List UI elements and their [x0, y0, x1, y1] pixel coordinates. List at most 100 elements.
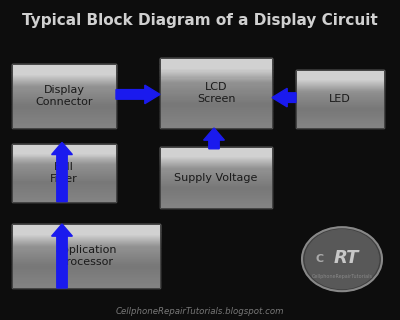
Bar [12, 195, 116, 196]
Bar [12, 69, 116, 70]
Bar [12, 171, 116, 172]
Bar [160, 193, 272, 194]
Bar [160, 155, 272, 156]
Bar [160, 172, 272, 173]
Bar [12, 64, 116, 128]
Bar [160, 75, 272, 76]
Bar [12, 279, 160, 281]
Bar [12, 84, 116, 85]
Bar [160, 101, 272, 102]
Text: LCD
Screen: LCD Screen [197, 82, 235, 104]
Bar [296, 118, 384, 119]
Bar [12, 188, 116, 189]
Bar [160, 100, 272, 101]
Bar [160, 185, 272, 186]
Bar [160, 203, 272, 204]
Bar [160, 93, 272, 94]
Bar [160, 168, 272, 170]
Bar [296, 79, 384, 80]
Bar [160, 197, 272, 198]
Bar [296, 100, 384, 101]
Bar [160, 84, 272, 86]
Bar [12, 92, 116, 93]
Bar [160, 58, 272, 59]
Bar [160, 91, 272, 92]
Bar [12, 230, 160, 231]
Bar [12, 73, 116, 74]
Text: LED: LED [329, 94, 351, 104]
Bar [12, 275, 160, 276]
Bar [12, 182, 116, 183]
Bar [12, 180, 116, 181]
Bar [160, 127, 272, 128]
Bar [160, 152, 272, 153]
Bar [12, 227, 160, 228]
Bar [296, 107, 384, 108]
Bar [296, 70, 384, 128]
Bar [12, 242, 160, 243]
Bar [160, 76, 272, 77]
Bar [160, 124, 272, 126]
Bar [12, 287, 160, 288]
Bar [12, 233, 160, 234]
Bar [12, 200, 116, 201]
Bar [12, 162, 116, 163]
Bar [12, 98, 116, 99]
Bar [12, 70, 116, 71]
Bar [12, 78, 116, 79]
Bar [12, 117, 116, 118]
Bar [160, 96, 272, 98]
Bar [160, 117, 272, 119]
Bar [12, 259, 160, 260]
Bar [296, 115, 384, 116]
Bar [12, 189, 116, 190]
FancyArrow shape [116, 85, 160, 104]
Bar [160, 198, 272, 199]
Bar [160, 164, 272, 165]
FancyArrow shape [204, 128, 224, 149]
Bar [160, 150, 272, 151]
Bar [12, 79, 116, 80]
Bar [12, 281, 160, 282]
Bar [12, 118, 116, 119]
Bar [12, 80, 116, 81]
Circle shape [305, 230, 379, 289]
Bar [160, 194, 272, 195]
Bar [160, 79, 272, 80]
Bar [12, 126, 116, 127]
Bar [12, 278, 160, 279]
Bar [160, 73, 272, 74]
Bar [12, 82, 116, 83]
Bar [296, 112, 384, 113]
Bar [12, 146, 116, 147]
Bar [160, 66, 272, 67]
Bar [12, 191, 116, 192]
Bar [160, 156, 272, 157]
Bar [296, 77, 384, 78]
Bar [12, 193, 116, 194]
Bar [296, 91, 384, 92]
Text: Typical Block Diagram of a Display Circuit: Typical Block Diagram of a Display Circu… [22, 13, 378, 28]
Bar [160, 207, 272, 208]
Bar [296, 76, 384, 77]
Bar [12, 190, 116, 191]
Bar [160, 95, 272, 96]
Bar [160, 72, 272, 73]
Bar [12, 246, 160, 247]
Bar [12, 234, 160, 235]
Bar [12, 150, 116, 151]
Text: C: C [316, 254, 324, 264]
Bar [12, 176, 116, 177]
Bar [12, 261, 160, 262]
Bar [296, 127, 384, 128]
Bar [296, 111, 384, 112]
Bar [12, 284, 160, 285]
Bar [12, 154, 116, 155]
Bar [12, 85, 116, 86]
Bar [160, 122, 272, 123]
Bar [160, 107, 272, 108]
Bar [160, 108, 272, 109]
Bar [12, 179, 116, 180]
Bar [12, 241, 160, 242]
Bar [160, 165, 272, 166]
